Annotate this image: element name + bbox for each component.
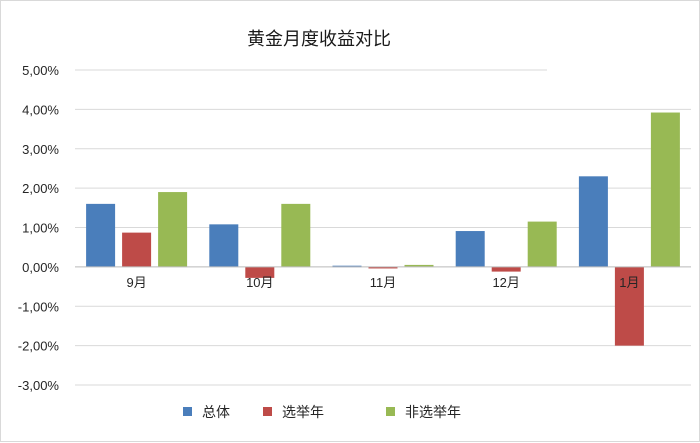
y-tick-label: -3,00%	[18, 378, 60, 393]
bar	[650, 112, 680, 267]
category-label: 9月	[126, 275, 146, 290]
legend: 总体 选举年 非选举年	[183, 405, 461, 421]
bar	[614, 266, 644, 346]
bar	[491, 266, 521, 272]
legend-swatch	[263, 407, 272, 416]
y-tick-labels: 5,00% 4,00% 3,00% 2,00% 1,00% 0,00% -1,00% -2,0…	[18, 63, 60, 393]
category-label: 12月	[492, 275, 519, 290]
category-label: 1月	[619, 275, 639, 290]
bar	[527, 221, 557, 267]
bar	[245, 266, 275, 278]
bar	[281, 203, 311, 267]
y-tick-label: -1,00%	[18, 299, 60, 314]
legend-swatch	[183, 407, 192, 416]
legend-swatch	[386, 407, 395, 416]
bar	[158, 192, 188, 267]
bar	[578, 176, 608, 267]
bar	[122, 232, 152, 267]
y-tick-label: 3,00%	[22, 142, 59, 157]
bar	[86, 203, 116, 267]
chart-title: 黄金月度收益对比	[247, 29, 391, 50]
y-tick-label: 0,00%	[22, 260, 59, 275]
category-label: 10月	[246, 275, 273, 290]
y-tick-label: 2,00%	[22, 181, 59, 196]
category-label: 11月	[370, 275, 397, 290]
bar	[209, 224, 239, 267]
bars	[86, 112, 680, 346]
legend-label: 非选举年	[405, 405, 461, 421]
bar	[455, 231, 485, 267]
legend-label: 选举年	[282, 405, 324, 421]
bar	[368, 266, 398, 269]
y-tick-label: 1,00%	[22, 221, 59, 236]
bar	[404, 264, 434, 267]
y-tick-label: 4,00%	[22, 102, 59, 117]
legend-label: 总体	[202, 405, 230, 421]
y-tick-label: -2,00%	[18, 339, 60, 354]
category-labels: 9月 10月 11月 12月 1月	[126, 275, 639, 290]
y-tick-label: 5,00%	[22, 63, 59, 78]
